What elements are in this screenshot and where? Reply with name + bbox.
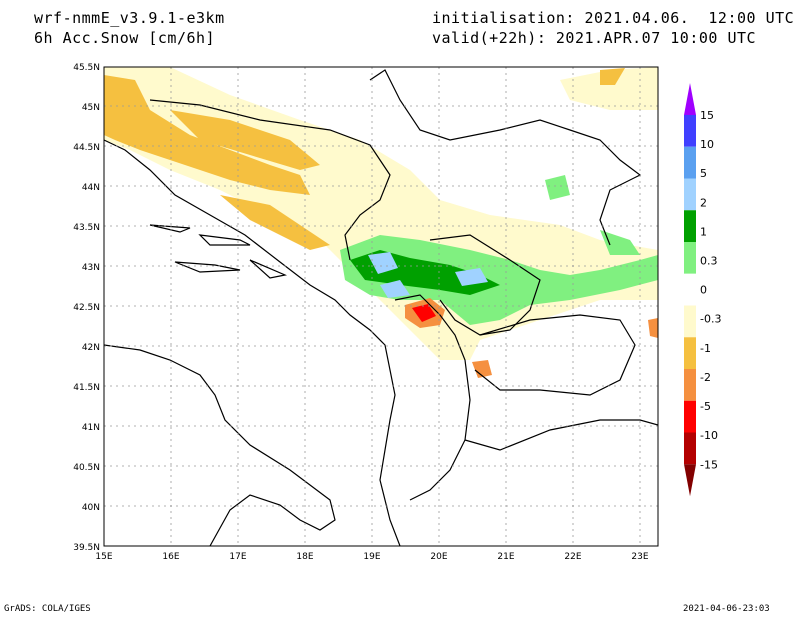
lon-label: 19E — [363, 552, 380, 562]
colorbar-label: 2 — [700, 196, 707, 209]
snow-area-green-patch2 — [600, 230, 640, 255]
colorbar-label: 0.3 — [700, 255, 718, 268]
valid-time: valid(+22h): 2021.APR.07 10:00 UTC — [432, 29, 757, 47]
lon-label: 17E — [229, 552, 246, 562]
colorbar: 15 10 5 2 1 0.3 0 -0.3 -1 -2 -5 -10 -15 — [684, 83, 721, 497]
snow-area-yellow-ne — [600, 68, 625, 85]
colorbar-top-arrow — [684, 83, 696, 115]
lat-label: 45.5N — [73, 63, 100, 73]
colorbar-swatch — [684, 432, 696, 465]
border-kosovo — [429, 234, 541, 336]
lon-label: 21E — [497, 552, 514, 562]
lon-label: 20E — [430, 552, 447, 562]
colorbar-swatch — [684, 146, 696, 179]
lat-labels: 45.5N 45N 44.5N 44N 43.5N 43N 42.5N 42N … — [73, 63, 100, 553]
footer-timestamp: 2021-04-06-23:03 — [683, 604, 770, 614]
colorbar-label: -0.3 — [700, 313, 721, 326]
field-title: 6h Acc.Snow [cm/6h] — [34, 29, 216, 47]
lon-label: 22E — [564, 552, 581, 562]
snow-area-orange-south — [472, 360, 492, 378]
border-greece — [464, 419, 658, 451]
border-serbia — [369, 69, 642, 246]
model-title: wrf-nmmE_v3.9.1-e3km — [34, 9, 225, 27]
lon-labels: 15E 16E 17E 18E 19E 20E 21E 22E 23E — [95, 552, 648, 562]
colorbar-label: -5 — [700, 400, 711, 413]
border-albania — [394, 294, 471, 501]
snow-area-green-central — [340, 235, 658, 325]
snow-area-yellow-coast — [220, 195, 330, 250]
colorbar-swatch — [684, 210, 696, 242]
snow-area-lightblue-1 — [368, 252, 398, 274]
lat-label: 40.5N — [73, 463, 100, 473]
colorbar-bottom-arrow — [684, 464, 696, 497]
colorbar-label: -2 — [700, 371, 711, 384]
colorbar-swatch — [684, 178, 696, 211]
snow-area-light-yellow-ne — [560, 67, 658, 110]
lat-label: 41.5N — [73, 383, 100, 393]
colorbar-label: 15 — [700, 109, 714, 122]
colorbar-label: 0 — [700, 284, 707, 297]
gridlines — [104, 67, 658, 546]
colorbar-swatch — [684, 115, 696, 147]
italy-coast — [104, 344, 336, 546]
snow-area-lightblue-3 — [455, 268, 488, 286]
lon-label: 23E — [631, 552, 648, 562]
lat-label: 40N — [82, 503, 100, 513]
colorbar-label: -15 — [700, 458, 718, 471]
lat-label: 44N — [82, 183, 100, 193]
lat-label: 45N — [82, 103, 100, 113]
lat-label: 44.5N — [73, 143, 100, 153]
lon-label: 16E — [162, 552, 179, 562]
coastlines — [104, 69, 658, 546]
lon-label: 15E — [95, 552, 112, 562]
colorbar-label: 1 — [700, 225, 707, 238]
colorbar-swatch — [684, 273, 696, 306]
colorbar-swatch — [684, 400, 696, 433]
snow-area-yellow-mid — [170, 110, 320, 170]
islands — [149, 224, 288, 279]
lon-label: 18E — [296, 552, 313, 562]
border-bosnia — [149, 99, 391, 261]
colorbar-label: -1 — [700, 342, 711, 355]
colorbar-label: -10 — [700, 429, 718, 442]
lat-label: 43.5N — [73, 223, 100, 233]
snow-field — [104, 67, 658, 378]
footer-credit: GrADS: COLA/IGES — [4, 604, 91, 614]
lat-label: 41N — [82, 423, 100, 433]
snow-area-red — [412, 304, 436, 322]
colorbar-swatch — [684, 337, 696, 369]
lat-label: 39.5N — [73, 543, 100, 553]
colorbar-swatch — [684, 369, 696, 401]
lat-label: 43N — [82, 263, 100, 273]
colorbar-label: 10 — [700, 138, 714, 151]
lat-label: 42N — [82, 343, 100, 353]
snow-area-orange-east — [648, 318, 658, 338]
map-frame — [103, 66, 659, 547]
lat-label: 42.5N — [73, 303, 100, 313]
snow-area-lightblue-2 — [380, 280, 410, 298]
border-macedonia — [474, 314, 636, 396]
colorbar-label: 5 — [700, 167, 707, 180]
snow-area-yellow-west — [104, 75, 310, 195]
snow-area-green-patch1 — [545, 175, 570, 200]
colorbar-swatch — [684, 242, 696, 274]
adriatic-east-coast — [104, 139, 401, 546]
colorbar-swatch — [684, 305, 696, 338]
init-time: initialisation: 2021.04.06. 12:00 UTC — [432, 9, 795, 27]
